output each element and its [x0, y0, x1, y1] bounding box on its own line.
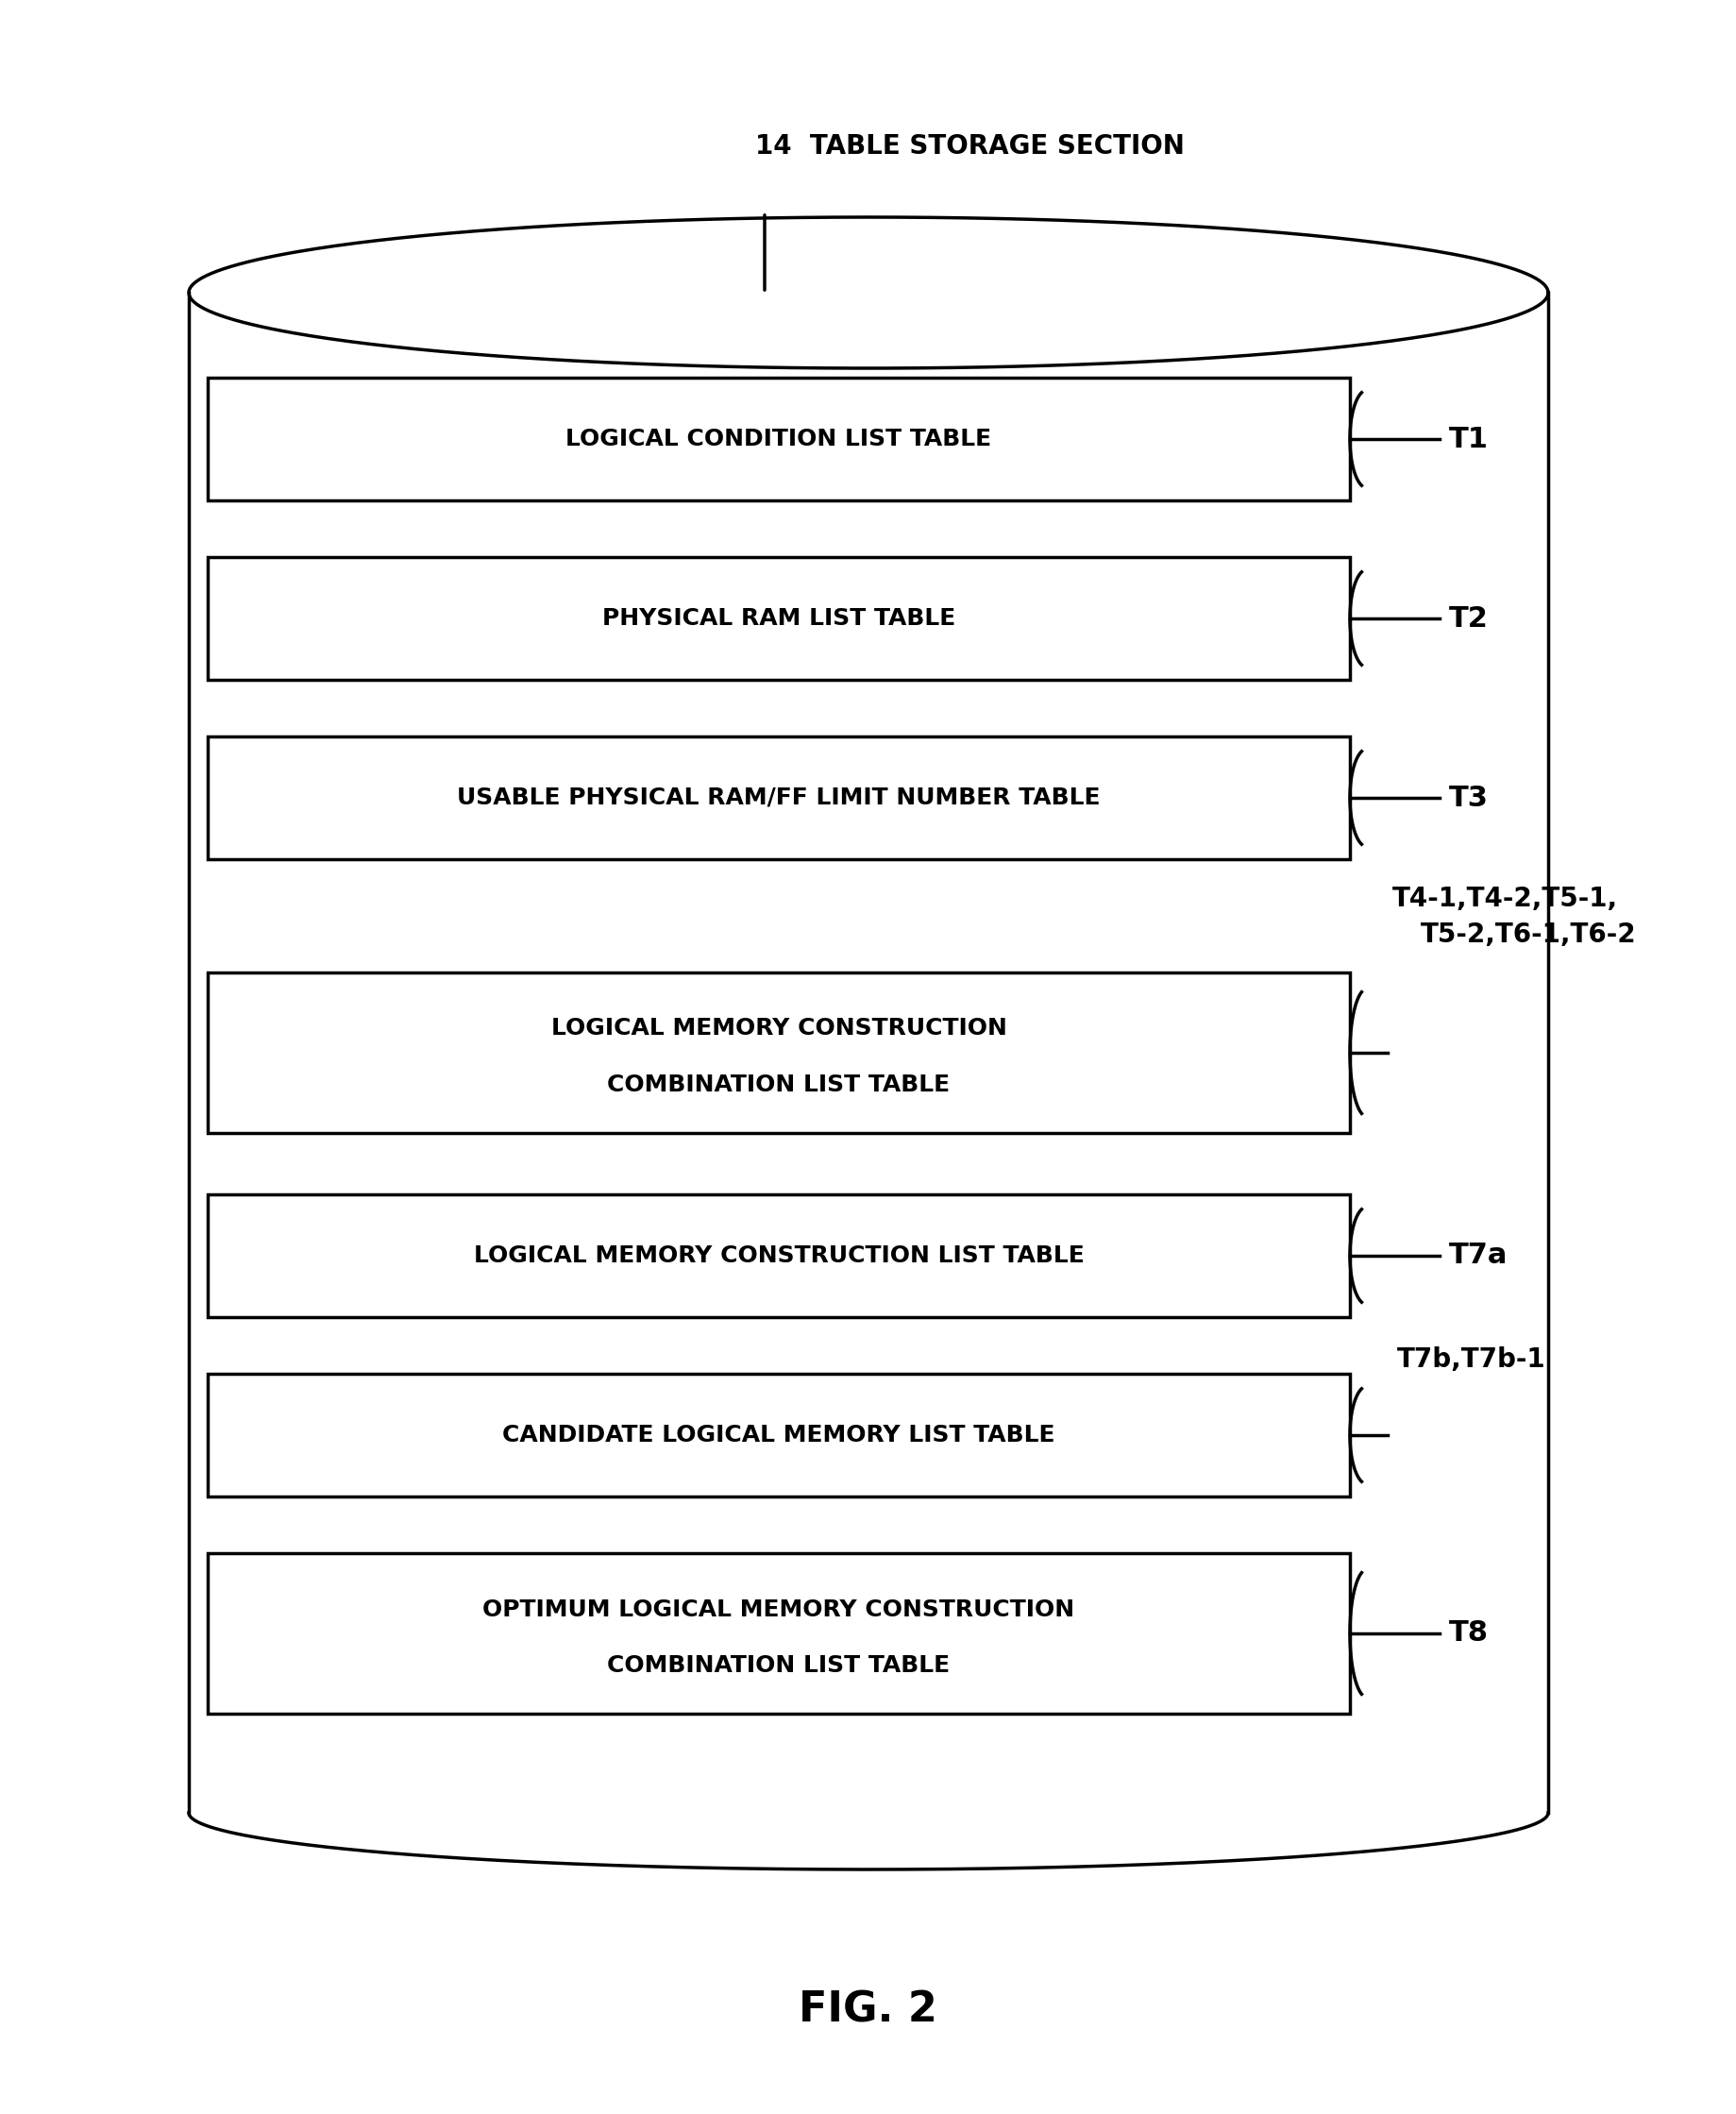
Text: COMBINATION LIST TABLE: COMBINATION LIST TABLE [608, 1074, 950, 1097]
Text: LOGICAL CONDITION LIST TABLE: LOGICAL CONDITION LIST TABLE [566, 427, 991, 450]
Bar [208, 1554, 1351, 1714]
Bar [208, 378, 1351, 501]
Text: CANDIDATE LOGICAL MEMORY LIST TABLE: CANDIDATE LOGICAL MEMORY LIST TABLE [502, 1425, 1055, 1446]
Bar [208, 736, 1351, 858]
Text: T7a: T7a [1450, 1243, 1509, 1268]
Text: 14  TABLE STORAGE SECTION: 14 TABLE STORAGE SECTION [755, 133, 1184, 159]
Text: COMBINATION LIST TABLE: COMBINATION LIST TABLE [608, 1653, 950, 1676]
Text: T8: T8 [1450, 1619, 1489, 1647]
Text: T7b,T7b-1: T7b,T7b-1 [1397, 1347, 1545, 1372]
Text: T5-2,T6-1,T6-2: T5-2,T6-1,T6-2 [1420, 922, 1637, 947]
Text: PHYSICAL RAM LIST TABLE: PHYSICAL RAM LIST TABLE [602, 607, 955, 630]
Text: T3: T3 [1450, 784, 1488, 812]
Text: LOGICAL MEMORY CONSTRUCTION LIST TABLE: LOGICAL MEMORY CONSTRUCTION LIST TABLE [474, 1245, 1083, 1266]
Bar [208, 972, 1351, 1133]
Bar [208, 558, 1351, 681]
Text: T1: T1 [1450, 425, 1489, 452]
Text: OPTIMUM LOGICAL MEMORY CONSTRUCTION: OPTIMUM LOGICAL MEMORY CONSTRUCTION [483, 1598, 1075, 1621]
Bar [208, 1194, 1351, 1317]
Text: USABLE PHYSICAL RAM/FF LIMIT NUMBER TABLE: USABLE PHYSICAL RAM/FF LIMIT NUMBER TABL… [457, 786, 1101, 810]
Text: T2: T2 [1450, 605, 1488, 632]
Text: T4-1,T4-2,T5-1,: T4-1,T4-2,T5-1, [1392, 886, 1618, 911]
Text: LOGICAL MEMORY CONSTRUCTION: LOGICAL MEMORY CONSTRUCTION [550, 1017, 1007, 1040]
Text: FIG. 2: FIG. 2 [799, 1989, 937, 2029]
Bar [208, 1374, 1351, 1497]
